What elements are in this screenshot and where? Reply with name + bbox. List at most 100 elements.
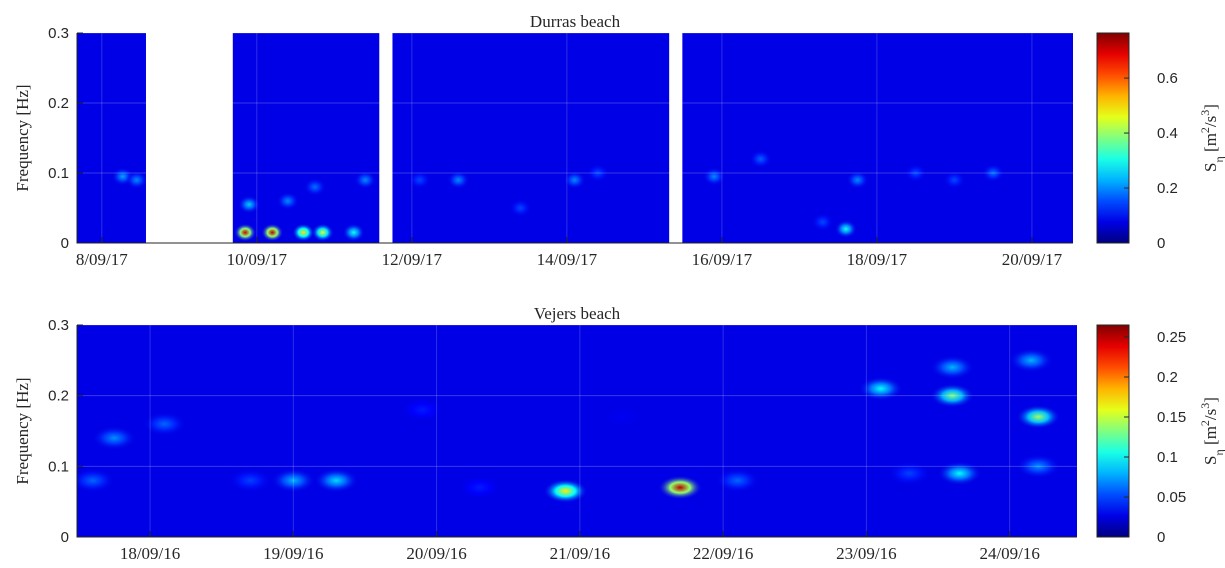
colorbar-tick-label: 0.2: [1157, 369, 1178, 386]
x-tick-label: 18/09/16: [120, 544, 180, 563]
spot: [930, 355, 975, 380]
x-tick-label: 10/09/17: [227, 250, 288, 269]
spot: [943, 171, 966, 189]
spot: [261, 223, 284, 242]
colorbar-label-part: S: [1201, 455, 1220, 464]
spot: [311, 223, 334, 242]
spot: [600, 404, 645, 429]
x-tick-label: 24/09/16: [979, 544, 1039, 563]
x-tick-label: 21/09/16: [550, 544, 610, 563]
spot: [703, 167, 726, 186]
data-gap: [379, 33, 393, 243]
y-tick-label: 0.1: [48, 458, 69, 475]
colorbar-tick-label: 0.4: [1157, 125, 1178, 142]
spot: [1016, 404, 1061, 429]
colorbar-tick-label: 0: [1157, 235, 1165, 252]
spot: [142, 411, 187, 436]
colorbar: [1096, 324, 1130, 538]
spot: [276, 192, 299, 210]
y-axis-label: Frequency [Hz]: [13, 84, 32, 191]
spot: [715, 468, 760, 493]
spot: [586, 164, 609, 182]
colorbar-tick-label: 0.1: [1157, 449, 1178, 466]
chart-title: Vejers beach: [534, 304, 621, 323]
spot: [238, 195, 261, 214]
colorbar-label-part: /s: [1201, 409, 1220, 420]
y-tick-label: 0.3: [48, 317, 69, 334]
spot: [77, 468, 115, 493]
colorbar-label-part: S: [1201, 162, 1220, 171]
axis-line: [76, 325, 1077, 538]
spot: [937, 461, 982, 486]
spot: [930, 383, 975, 408]
y-tick-label: 0.3: [48, 25, 69, 42]
spot: [447, 171, 470, 189]
colorbar-tick-label: 0.6: [1157, 70, 1178, 87]
colorbar-label-part: η: [1212, 156, 1225, 162]
x-tick-label: 8/09/17: [76, 250, 128, 269]
spot: [658, 475, 703, 500]
colorbar-tick-label: 0: [1157, 529, 1165, 546]
spot: [846, 171, 869, 189]
y-tick-label: 0: [61, 529, 69, 546]
spot: [314, 468, 359, 493]
colorbar-label-part: ]: [1201, 397, 1220, 403]
colorbar-label-part: η: [1212, 449, 1225, 455]
y-axis-label: Frequency [Hz]: [13, 377, 32, 484]
x-tick-label: 22/09/16: [693, 544, 753, 563]
colorbar-label-part: ]: [1201, 104, 1220, 110]
x-tick-label: 12/09/17: [382, 250, 443, 269]
x-tick-label: 16/09/17: [692, 250, 753, 269]
spot: [858, 376, 903, 401]
spot: [904, 164, 927, 182]
x-tick-label: 14/09/17: [537, 250, 598, 269]
plot-background: [77, 325, 1077, 537]
spot: [400, 397, 445, 422]
spot: [408, 171, 431, 189]
spot: [834, 220, 857, 238]
x-tick-label: 20/09/17: [1002, 250, 1063, 269]
x-tick-label: 20/09/16: [406, 544, 466, 563]
chart-title: Durras beach: [530, 12, 621, 31]
spot: [125, 171, 148, 189]
spot: [234, 223, 257, 242]
colorbar-label-part: [m: [1201, 426, 1220, 449]
y-tick-label: 0.2: [48, 388, 69, 405]
spot: [1016, 454, 1061, 479]
colorbar-tick-label: 0.2: [1157, 180, 1178, 197]
x-tick-label: 23/09/16: [836, 544, 896, 563]
spot: [887, 461, 932, 486]
heatmap: [111, 150, 1005, 242]
x-tick-label: 18/09/17: [847, 250, 908, 269]
spot: [292, 223, 315, 242]
spot: [228, 468, 273, 493]
axis-line: [76, 33, 1073, 244]
spot: [303, 178, 326, 196]
y-tick-label: 0: [61, 235, 69, 252]
colorbar-tick-label: 0.25: [1157, 329, 1186, 346]
y-tick-label: 0.2: [48, 95, 69, 112]
colorbar-label-part: 3: [1198, 110, 1212, 116]
data-gap: [669, 33, 683, 243]
colorbar-tick-label: 0.05: [1157, 489, 1186, 506]
spot: [92, 426, 137, 451]
spot: [509, 199, 532, 217]
colorbar-label-part: /s: [1201, 116, 1220, 127]
spot: [342, 223, 365, 242]
spot: [982, 164, 1005, 182]
y-tick-label: 0.1: [48, 165, 69, 182]
colorbar-tick-label: 0.15: [1157, 409, 1186, 426]
colorbar-label-part: 2: [1198, 420, 1212, 426]
colorbar-label: Sη [m2/s3]: [1198, 104, 1225, 172]
heatmap: [77, 348, 1061, 504]
colorbar: [1096, 32, 1130, 244]
spot: [811, 213, 834, 231]
colorbar-label-part: 3: [1198, 403, 1212, 409]
colorbar-label-part: 2: [1198, 127, 1212, 133]
spot: [354, 171, 377, 189]
spot: [271, 468, 316, 493]
colorbar-label-part: [m: [1201, 133, 1220, 156]
colorbar-label: Sη [m2/s3]: [1198, 397, 1225, 465]
spot: [1009, 348, 1054, 373]
